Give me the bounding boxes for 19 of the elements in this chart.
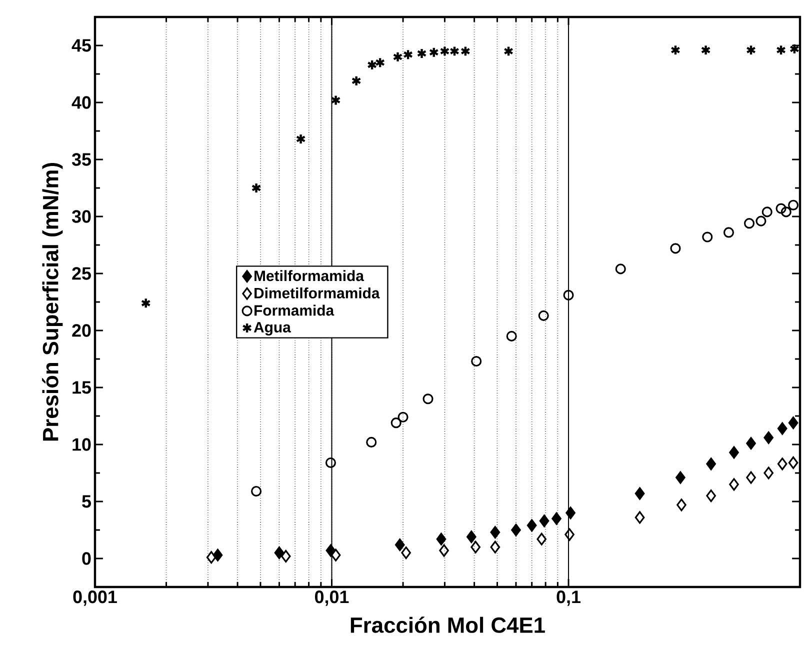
legend-label: Dimetilformamida: [254, 287, 380, 298]
legend-label: Formamida: [254, 304, 334, 316]
x-tick-label: 0,01: [315, 590, 349, 606]
y-tick-label: 5: [82, 495, 91, 508]
y-tick-label: 40: [72, 96, 91, 109]
y-tick-label: 0: [82, 552, 91, 565]
x-tick-label: 0,001: [73, 590, 117, 606]
y-tick-label: 20: [72, 324, 91, 337]
y-tick-label: 45: [72, 39, 91, 52]
x-tick-label: 0,1: [556, 590, 580, 606]
y-tick-label: 30: [72, 210, 91, 223]
y-tick-label: 25: [72, 267, 91, 280]
y-tick-label: 15: [72, 381, 91, 394]
y-axis-title: Presión Superficial (mN/m): [42, 163, 63, 441]
legend-label: Metilformamida: [254, 270, 364, 282]
legend-label: Agua: [254, 322, 291, 336]
y-tick-label: 35: [72, 153, 91, 166]
x-axis-title: Fracción Mol C4E1: [350, 616, 545, 633]
y-tick-label: 10: [72, 438, 91, 451]
